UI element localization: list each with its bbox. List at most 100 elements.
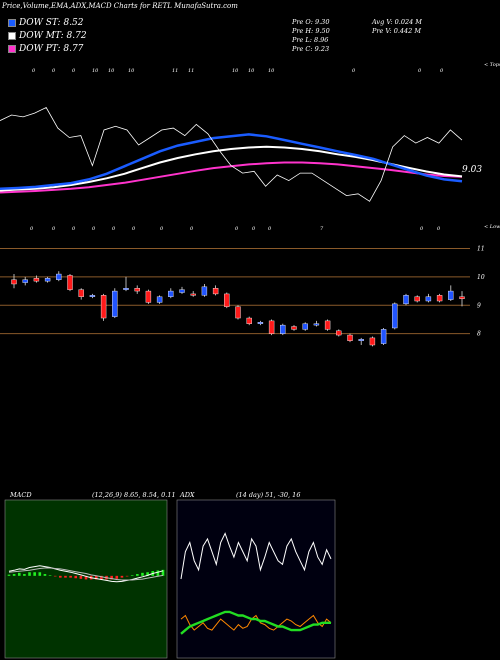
price-axis-label: 11 <box>477 246 485 253</box>
candle-body <box>336 330 342 336</box>
candle-body <box>347 334 353 341</box>
candle-body <box>22 279 28 283</box>
low-marker-label: 0 <box>252 226 256 232</box>
candle-body <box>436 295 443 302</box>
low-marker-label: 7 <box>320 226 324 232</box>
legend-label: DOW ST: <box>19 18 61 28</box>
last-value-label: 9.03 <box>462 165 482 175</box>
low-marker-label: 0 <box>437 226 441 232</box>
candle-body <box>380 329 387 344</box>
top-marker-label: 0 <box>52 68 56 74</box>
candle-body <box>414 296 420 302</box>
low-marker-label: 0 <box>160 226 164 232</box>
top-marker-label: 10 <box>128 68 135 74</box>
top-marker-label: 10 <box>108 68 115 74</box>
top-marker-label: 10 <box>92 68 99 74</box>
candle-body <box>78 289 84 297</box>
low-marker-label: 0 <box>420 226 424 232</box>
low-marker-label: 0 <box>92 226 96 232</box>
chart-header-title: Price,Volume,EMA,ADX,MACD Charts for RET… <box>2 2 238 10</box>
macd-line-signal <box>8 567 164 581</box>
legend-dow-pt: DOW PT: 8.77 <box>8 44 83 54</box>
candle-body <box>67 275 73 290</box>
lows-tag-label: < Lows <box>484 224 500 230</box>
low-marker-label: 0 <box>52 226 56 232</box>
candle-body <box>168 290 174 297</box>
candle-body <box>302 323 308 330</box>
low-marker-label: 0 <box>235 226 239 232</box>
legend-value: 8.77 <box>63 44 84 54</box>
ema-line-dow-st <box>0 133 463 191</box>
legend-swatch-icon <box>8 31 16 40</box>
adx-params: (14 day) 51, -30, 16 <box>236 491 301 499</box>
low-marker-label: 0 <box>268 226 272 232</box>
macd-params: (12,26,9) 8.65, 8.54, 0.11 <box>92 491 176 499</box>
candle-body <box>392 303 398 329</box>
candle-body <box>291 326 297 330</box>
stat-prev-high: Pre H: 9.50 <box>292 27 330 35</box>
top-marker-label: 0 <box>352 68 356 74</box>
legend-dow-st: DOW ST: 8.52 <box>8 18 84 28</box>
top-marker-label: 11 <box>188 68 194 74</box>
candle-body <box>224 293 230 307</box>
top-marker-label: 0 <box>440 68 444 74</box>
low-marker-label: 0 <box>190 226 194 232</box>
candle-body <box>112 290 118 317</box>
candle-body <box>145 290 152 303</box>
candle-body <box>44 278 51 282</box>
top-marker-label: 0 <box>32 68 36 74</box>
candle-body <box>123 288 129 290</box>
adx-line-diplus <box>180 532 332 580</box>
candle-body <box>179 289 185 293</box>
candle-body <box>89 295 96 297</box>
low-marker-label: 0 <box>30 226 34 232</box>
candle-body <box>246 317 252 324</box>
top-marker-label: 0 <box>418 68 422 74</box>
low-marker-label: 0 <box>112 226 116 232</box>
candle-body <box>56 273 62 280</box>
candle-body <box>425 296 432 302</box>
adx-line-diminus <box>180 614 332 631</box>
ema-line-dow-pt <box>0 161 463 194</box>
stat-avg-volume: Avg V: 0.024 M <box>372 18 422 26</box>
legend-swatch-icon <box>8 18 16 27</box>
legend-value: 8.52 <box>63 18 84 28</box>
macd-title: MACD <box>10 491 32 499</box>
candle-body <box>100 295 107 319</box>
candle-body <box>156 296 163 303</box>
candle-body <box>134 288 140 292</box>
adx-panel-bg <box>176 499 336 659</box>
candle-body <box>403 295 409 305</box>
top-marker-label: 10 <box>232 68 239 74</box>
candle-body <box>448 290 454 300</box>
candle-body <box>358 339 364 341</box>
legend-swatch-icon <box>8 44 16 53</box>
top-marker-label: 10 <box>268 68 275 74</box>
price-trace-line <box>0 106 463 202</box>
candle-body <box>11 279 17 285</box>
stat-prev-open: Pre O: 9.30 <box>292 18 330 26</box>
price-axis-label: 8 <box>477 331 481 338</box>
candle-body <box>324 320 331 330</box>
candle-body <box>33 278 40 282</box>
candle-body <box>257 322 264 324</box>
legend-dow-mt: DOW MT: 8.72 <box>8 31 87 41</box>
low-marker-label: 0 <box>132 226 136 232</box>
legend-label: DOW PT: <box>19 44 61 54</box>
candle-body <box>190 293 196 296</box>
low-marker-label: 0 <box>72 226 76 232</box>
legend-value: 8.72 <box>66 31 87 41</box>
candle-body <box>313 323 320 326</box>
candle-body <box>212 288 219 295</box>
candle-body <box>268 320 275 334</box>
candle-body <box>280 324 286 334</box>
macd-line-macd <box>8 565 164 583</box>
top-marker-label: 0 <box>72 68 76 74</box>
stat-prev-volume: Pre V: 0.442 M <box>372 27 422 35</box>
top-marker-label: 10 <box>248 68 255 74</box>
stat-prev-low: Pre L: 8.96 <box>292 36 329 44</box>
adx-line-adx <box>180 610 331 635</box>
candle-body <box>235 306 241 319</box>
candle-body <box>459 296 465 299</box>
